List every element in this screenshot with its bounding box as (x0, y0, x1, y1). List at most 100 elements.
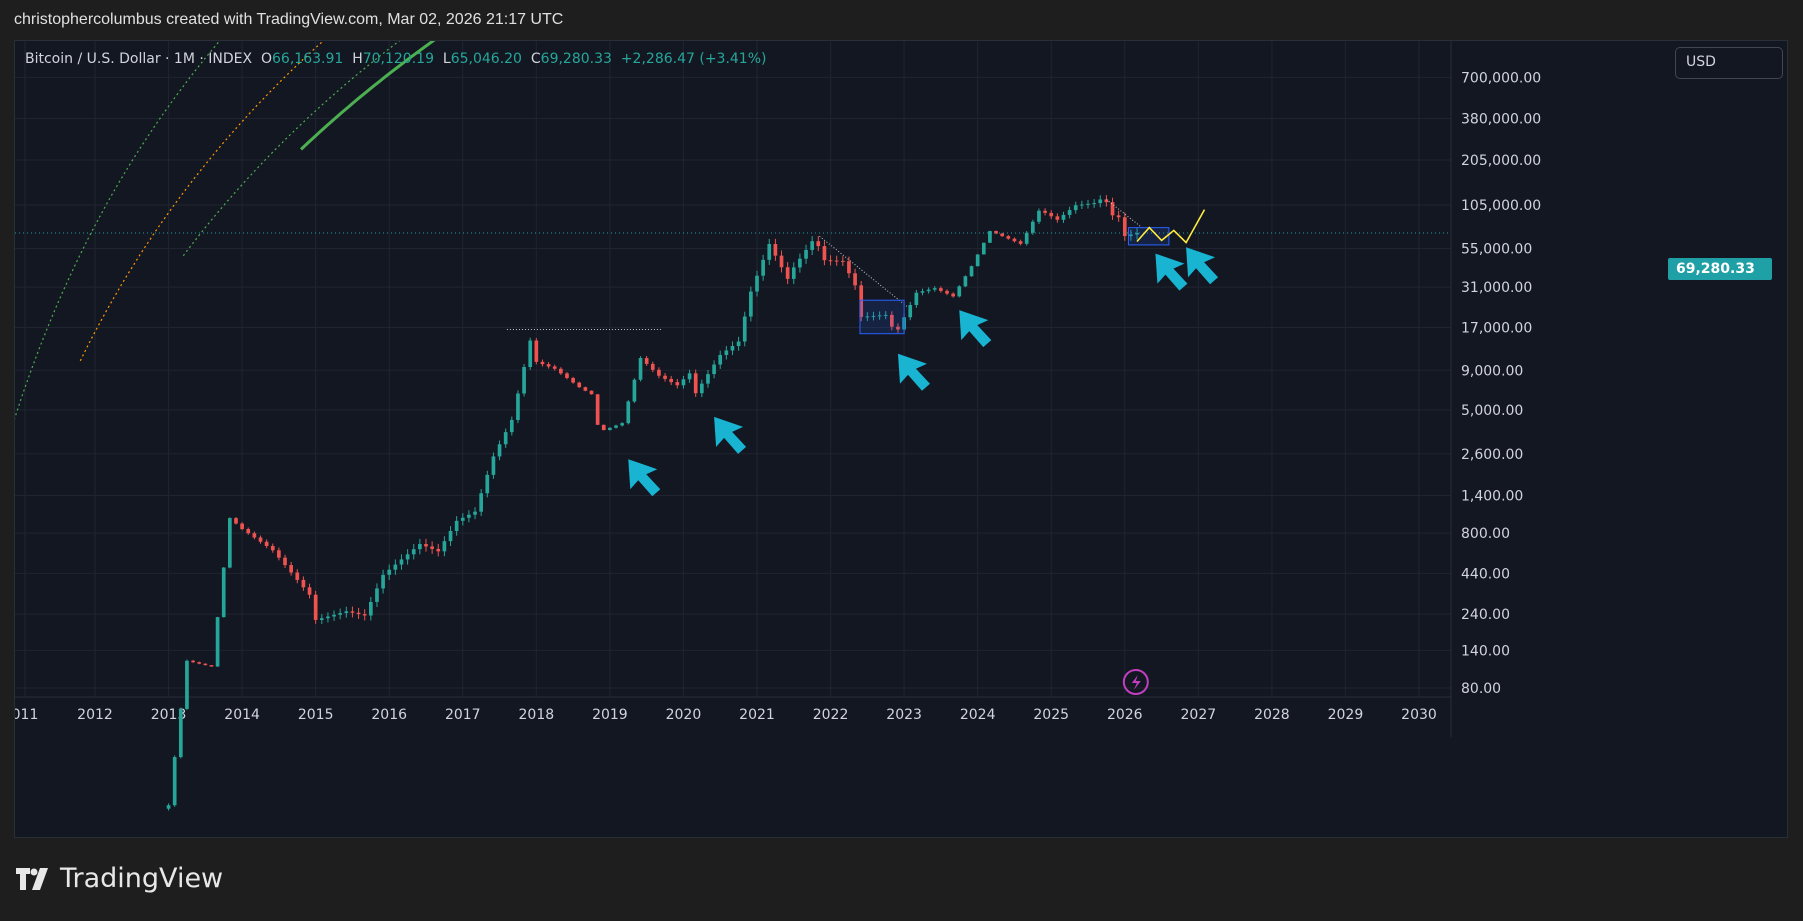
candle-body (853, 273, 857, 286)
candle-body (166, 805, 171, 809)
candle-body (1037, 210, 1041, 222)
candle-body (706, 374, 710, 384)
candle-body (516, 393, 520, 420)
candle-body (718, 354, 723, 365)
y-tick-label: 1,400.00 (1461, 488, 1523, 504)
candle-body (767, 244, 772, 260)
candle-body (589, 390, 594, 395)
candle-body (350, 611, 355, 613)
candle-body (277, 550, 281, 558)
candle-body (614, 425, 618, 428)
candle-body (822, 246, 827, 261)
candle-body (338, 613, 343, 615)
chart-frame[interactable]: 700,000.00 380,000.00 205,000.00 105,000.00… (14, 40, 1788, 838)
candle-body (865, 316, 870, 318)
x-tick-label: 2022 (813, 707, 849, 723)
symbol-name: Bitcoin / U.S. Dollar · 1M · INDEX (25, 51, 253, 67)
candle-body (522, 367, 526, 394)
candle-body (362, 614, 367, 616)
candle-body (834, 260, 839, 262)
caption-text: christophercolumbus created with Trading… (14, 11, 564, 28)
change-value: +2,286.47 (+3.41%) (620, 51, 767, 67)
descending-trendline-2 (1106, 199, 1144, 229)
x-tick-label: 2021 (739, 707, 775, 723)
candle-body (620, 423, 624, 426)
candle-body (1067, 210, 1072, 215)
candle-body (473, 511, 477, 515)
support-arrow-icon (897, 353, 930, 391)
candle-body (871, 315, 876, 317)
price-chart[interactable]: 700,000.00 380,000.00 205,000.00 105,000.00… (15, 41, 1787, 837)
y-tick-label: 105,000.00 (1461, 198, 1541, 214)
candle-body (675, 382, 680, 386)
open-label: O (260, 51, 273, 67)
candle-body (1000, 233, 1005, 237)
candle-body (859, 285, 864, 317)
top-caption-bar: christophercolumbus created with Trading… (0, 0, 1803, 40)
x-tick-label: 2017 (445, 707, 481, 723)
x-tick-label: 2020 (666, 707, 702, 723)
y-tick-label: 800.00 (1461, 526, 1510, 542)
candle-body (559, 368, 563, 374)
candle-body (693, 373, 698, 394)
symbol-legend: Bitcoin / U.S. Dollar · 1M · INDEX O66,1… (25, 51, 766, 67)
candle-body (203, 663, 208, 666)
candle-body (699, 383, 704, 394)
tradingview-logo-icon (16, 867, 48, 890)
y-tick-label: 80.00 (1461, 681, 1501, 697)
candle-body (375, 588, 379, 602)
y-tick-label: 700,000.00 (1461, 70, 1541, 86)
candle-body (246, 529, 251, 534)
candle-body (430, 546, 434, 549)
x-tick-label: 2023 (886, 707, 922, 723)
candle-body (896, 326, 900, 330)
currency-label: USD (1686, 54, 1716, 70)
candle-body (828, 260, 833, 262)
candle-body (264, 541, 269, 547)
candle-body (485, 474, 490, 494)
candle-body (454, 520, 459, 532)
candle-body (387, 569, 392, 575)
candle-body (773, 244, 778, 256)
x-tick-label: 2013 (151, 707, 187, 723)
candle-body (632, 379, 637, 402)
candle-body (399, 559, 404, 565)
candle-body (418, 544, 422, 550)
candle-body (951, 293, 955, 297)
candle-body (890, 314, 894, 327)
candle-body (221, 567, 226, 618)
plot-area (15, 41, 1451, 697)
support-arrow-icon (714, 416, 747, 454)
candle-body (405, 554, 410, 560)
candle-body (270, 546, 275, 551)
candle-body (240, 523, 244, 530)
candle-body (657, 369, 661, 376)
candle-body (742, 316, 747, 342)
candle-body (301, 579, 306, 588)
x-tick-label: 2016 (371, 707, 407, 723)
candle-body (1104, 199, 1109, 203)
candle-body (975, 254, 980, 267)
candle-body (626, 401, 631, 424)
candle-body (565, 373, 569, 378)
candle-body (663, 375, 667, 379)
candle-body (1006, 236, 1011, 239)
x-tick-label: 2026 (1107, 707, 1143, 723)
candle-body (920, 291, 925, 293)
y-tick-label: 17,000.00 (1461, 320, 1532, 336)
support-arrow-icon (1155, 253, 1188, 291)
candle-body (650, 363, 655, 370)
candle-body (736, 341, 741, 346)
currency-selector[interactable]: USD (1675, 47, 1783, 79)
candle-body (1116, 215, 1121, 218)
candle-body (798, 258, 802, 268)
x-tick-label: 2019 (592, 707, 628, 723)
candle-body (761, 259, 765, 276)
candle-body (344, 611, 349, 614)
candle-body (969, 266, 974, 277)
candle-body (424, 544, 428, 547)
candle-body (411, 549, 416, 555)
candle-body (460, 517, 465, 521)
candle-body (1030, 221, 1035, 233)
candle-body (601, 424, 606, 431)
